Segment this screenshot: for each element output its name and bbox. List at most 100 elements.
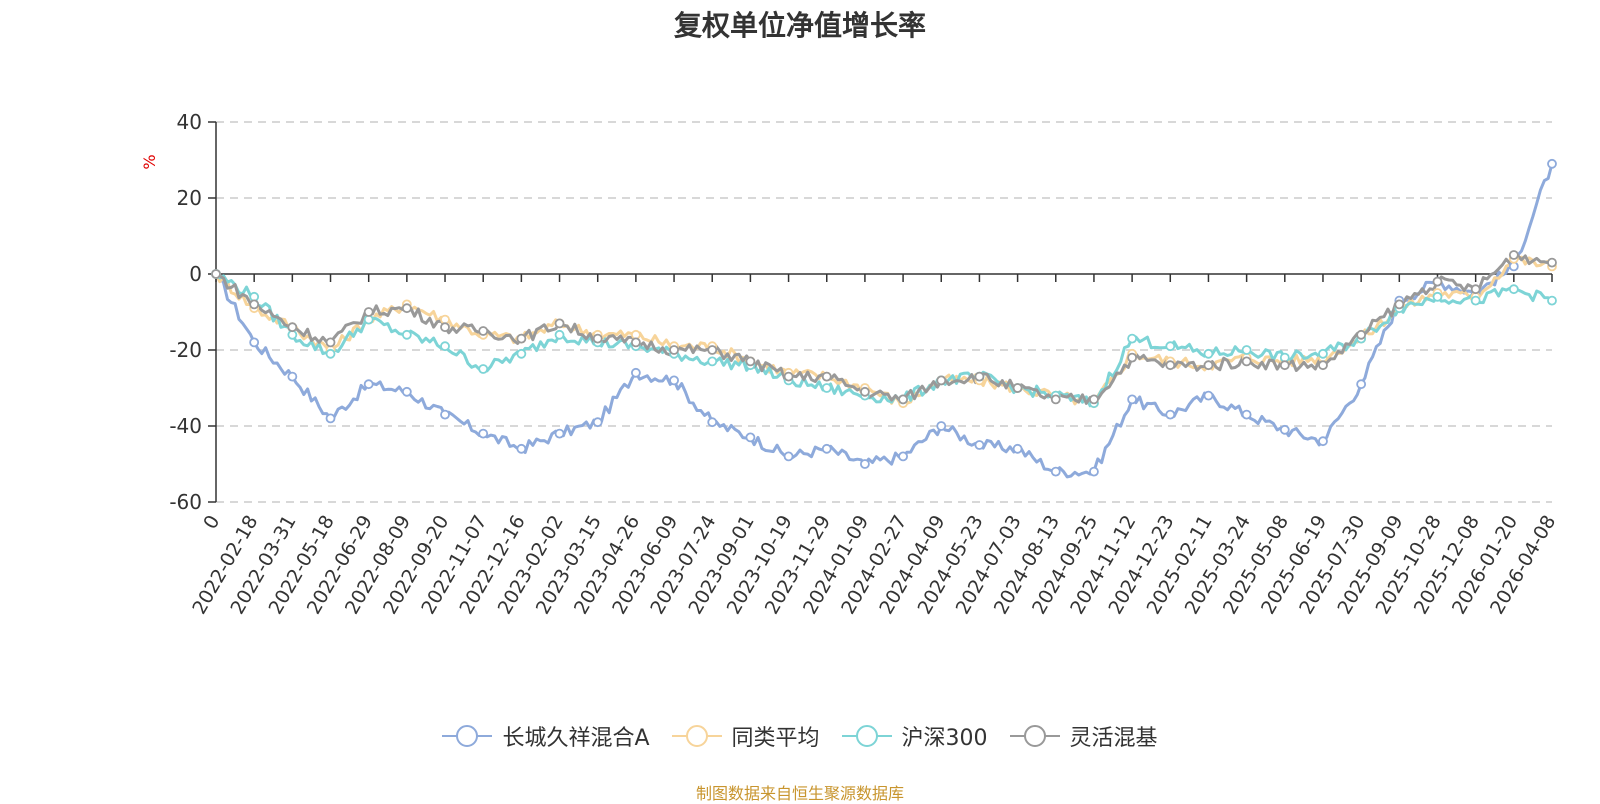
data-point[interactable] [440,341,450,352]
data-point[interactable] [707,345,718,355]
data-point[interactable] [783,451,794,462]
data-point[interactable] [363,379,374,390]
data-point[interactable] [516,348,527,359]
data-point[interactable] [1318,360,1328,371]
data-point[interactable] [287,322,298,333]
data-point[interactable] [1470,284,1481,295]
data-point[interactable] [1547,257,1557,268]
data-point[interactable] [478,326,489,336]
data-point[interactable] [325,413,336,424]
data-point[interactable] [707,356,718,367]
data-point[interactable] [630,337,641,348]
legend-item[interactable]: 长城久祥混合A [442,720,650,752]
data-point[interactable] [1241,356,1252,367]
data-point[interactable] [516,443,527,454]
data-point[interactable] [1203,360,1214,371]
data-point[interactable] [554,318,565,329]
data-point[interactable] [630,367,641,378]
data-point[interactable] [325,348,336,359]
y-tick-label: -20 [169,338,202,362]
data-point[interactable] [936,375,947,386]
data-point[interactable] [1547,158,1557,169]
data-point[interactable] [821,443,832,454]
data-point[interactable] [249,299,260,310]
data-point[interactable] [1279,424,1290,435]
line-chart: 40200-20-40-60%02022-02-182022-03-312022… [140,110,1560,618]
data-point[interactable] [440,409,450,420]
series-line [215,163,1554,479]
data-point[interactable] [1089,394,1099,405]
data-point[interactable] [707,417,718,428]
data-point[interactable] [821,383,832,393]
data-point[interactable] [516,333,527,344]
y-tick-label: 20 [177,186,202,210]
data-point[interactable] [401,303,412,314]
data-point[interactable] [821,371,832,382]
chart-title: 复权单位净值增长率 [673,9,926,42]
data-point[interactable] [478,364,489,374]
data-point[interactable] [1089,466,1099,477]
data-point[interactable] [592,417,603,428]
legend-swatch-icon [841,725,892,747]
legend-item[interactable]: 沪深300 [841,720,988,752]
data-point[interactable] [1165,409,1176,420]
data-point[interactable] [1356,379,1367,390]
data-point[interactable] [1318,348,1328,359]
data-point[interactable] [1050,466,1061,477]
legend-swatch-icon [442,725,493,747]
data-point[interactable] [860,459,870,469]
series-line [215,253,1553,405]
legend-label: 沪深300 [901,726,988,751]
data-point[interactable] [401,329,412,340]
data-point[interactable] [1050,394,1061,405]
data-point[interactable] [363,307,374,317]
data-point[interactable] [1318,436,1328,447]
data-point[interactable] [1508,284,1519,295]
data-point[interactable] [1394,299,1405,310]
data-point[interactable] [898,394,908,405]
data-point[interactable] [860,386,870,397]
data-point[interactable] [1127,333,1138,344]
data-point[interactable] [1012,443,1023,454]
data-point[interactable] [745,432,756,443]
data-point[interactable] [325,337,336,348]
data-point[interactable] [1279,360,1290,371]
data-point[interactable] [1165,360,1176,371]
data-point[interactable] [1241,409,1252,420]
y-tick-label: -60 [169,490,202,514]
data-point[interactable] [1203,348,1214,359]
data-point[interactable] [745,356,756,367]
data-point[interactable] [1012,383,1023,393]
data-point[interactable] [1241,345,1252,355]
data-point[interactable] [974,440,985,450]
data-point[interactable] [287,371,298,382]
data-point[interactable] [440,322,450,333]
data-point[interactable] [1127,352,1138,363]
data-point[interactable] [1432,276,1443,287]
data-point[interactable] [1470,295,1481,306]
axes [208,121,1553,503]
data-point[interactable] [783,371,794,382]
data-point[interactable] [1356,329,1367,340]
data-point[interactable] [1165,341,1176,352]
data-point[interactable] [974,371,985,382]
data-point[interactable] [1127,394,1138,405]
data-point[interactable] [478,428,489,439]
data-point[interactable] [1547,295,1557,306]
data-point[interactable] [249,337,260,348]
data-point[interactable] [669,375,679,386]
data-point[interactable] [554,428,565,439]
legend-label: 灵活混基 [1069,726,1158,751]
data-point[interactable] [936,421,947,431]
legend-item[interactable]: 灵活混基 [1009,720,1158,752]
data-point[interactable] [592,333,603,344]
data-point[interactable] [669,345,679,355]
data-point[interactable] [211,269,221,279]
data-point[interactable] [898,451,908,462]
data-point[interactable] [554,329,565,340]
data-point[interactable] [1432,291,1443,302]
data-point[interactable] [1203,390,1214,401]
legend-item[interactable]: 同类平均 [671,720,820,752]
data-point[interactable] [1508,250,1519,260]
data-point[interactable] [401,386,412,397]
